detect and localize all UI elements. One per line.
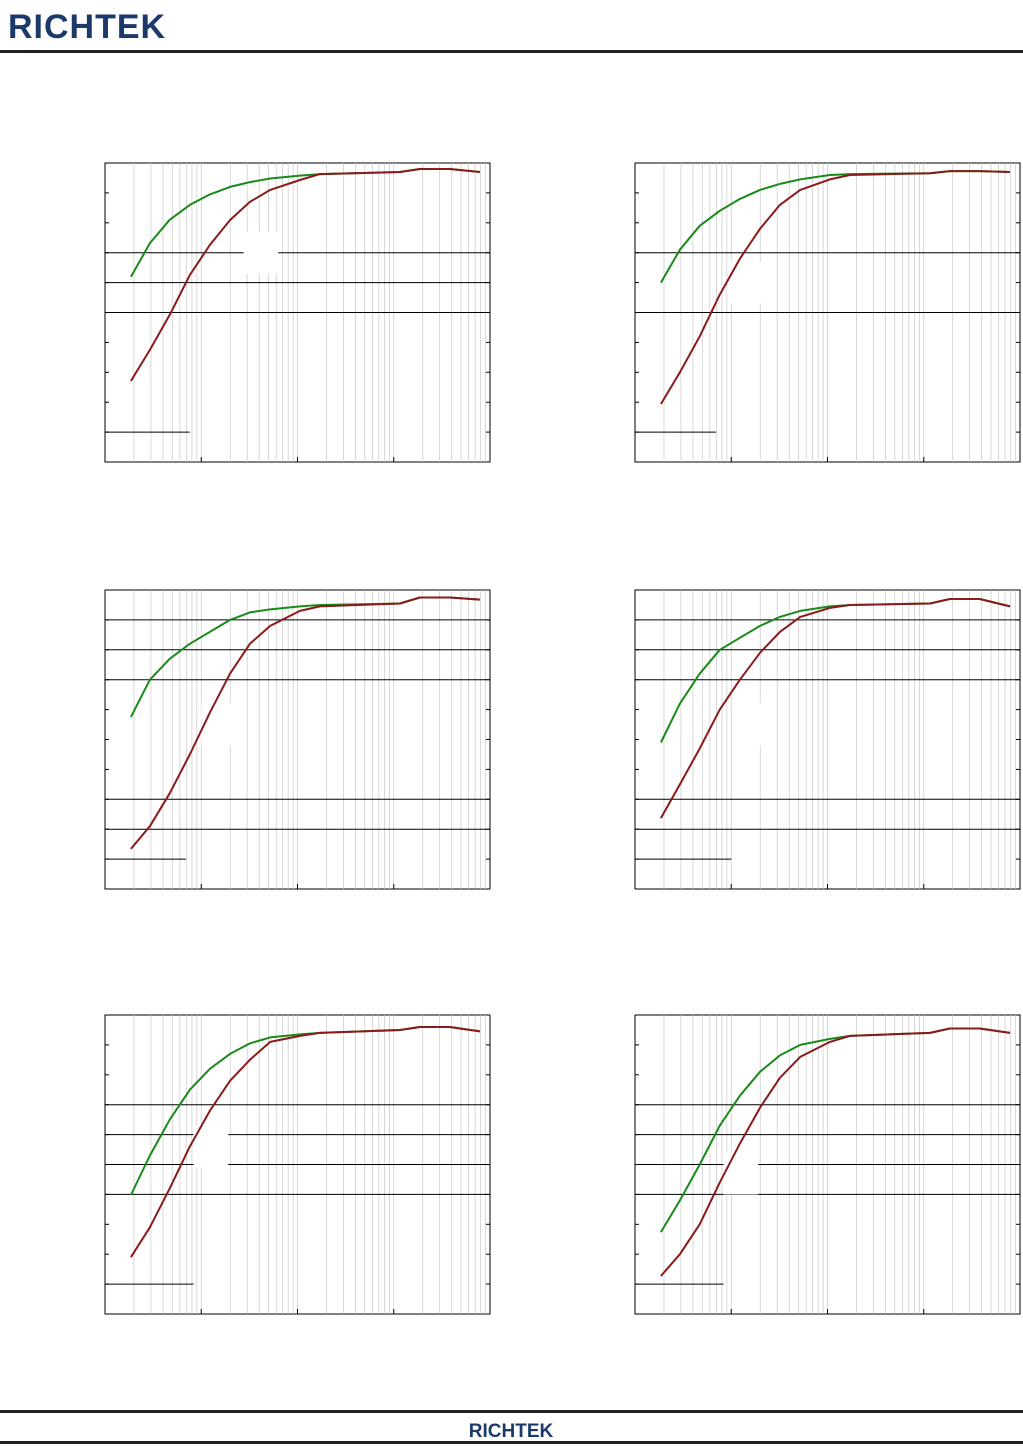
label-gap [723,1152,759,1195]
efficiency-curve [130,168,481,278]
footer-logo: RICHTEK [469,1421,554,1442]
efficiency-curve [130,168,481,382]
efficiency-curve [129,1026,481,1196]
footer-rule [0,1441,1023,1444]
efficiency-curve [130,596,481,850]
label-gap [243,231,279,274]
efficiency-curve [660,170,1011,284]
footer-rule [0,1410,1023,1413]
efficiency-curve [130,1026,481,1258]
label-gap [201,703,236,746]
label-gap [735,703,770,746]
label-gap [193,1125,229,1168]
label-gap [727,261,763,304]
efficiency-curve [660,598,1011,819]
efficiency-curve [660,1027,1011,1277]
header-rule [0,50,1023,53]
efficiency-curve [660,170,1011,405]
header-logo: RICHTEK [8,8,166,46]
efficiency-curve [130,596,481,718]
efficiency-curve [660,1027,1011,1233]
